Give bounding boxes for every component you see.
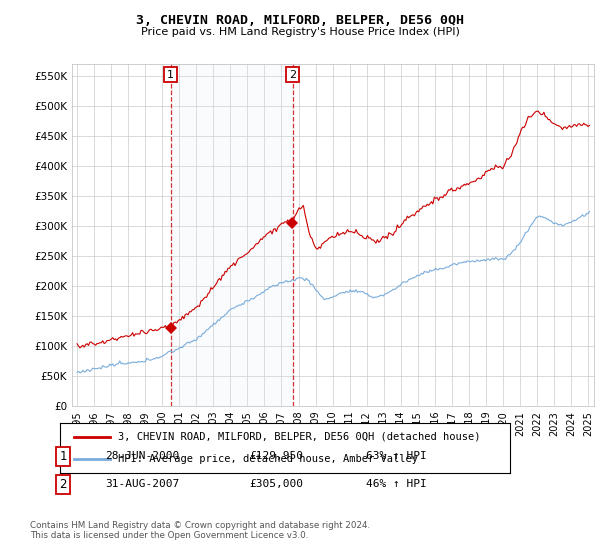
Text: 63% ↑ HPI: 63% ↑ HPI [366, 451, 427, 461]
Text: 2: 2 [289, 69, 296, 80]
Text: 31-AUG-2007: 31-AUG-2007 [105, 479, 179, 489]
Text: HPI: Average price, detached house, Amber Valley: HPI: Average price, detached house, Ambe… [119, 454, 419, 464]
Text: Contains HM Land Registry data © Crown copyright and database right 2024.
This d: Contains HM Land Registry data © Crown c… [30, 521, 370, 540]
Text: £305,000: £305,000 [249, 479, 303, 489]
Text: Price paid vs. HM Land Registry's House Price Index (HPI): Price paid vs. HM Land Registry's House … [140, 27, 460, 37]
Text: 1: 1 [167, 69, 174, 80]
Text: 3, CHEVIN ROAD, MILFORD, BELPER, DE56 0QH (detached house): 3, CHEVIN ROAD, MILFORD, BELPER, DE56 0Q… [119, 432, 481, 442]
Text: £129,950: £129,950 [249, 451, 303, 461]
Text: 46% ↑ HPI: 46% ↑ HPI [366, 479, 427, 489]
Text: 28-JUN-2000: 28-JUN-2000 [105, 451, 179, 461]
Text: 2: 2 [59, 478, 67, 491]
Text: 3, CHEVIN ROAD, MILFORD, BELPER, DE56 0QH: 3, CHEVIN ROAD, MILFORD, BELPER, DE56 0Q… [136, 14, 464, 27]
Bar [170, 64, 293, 406]
Text: 1: 1 [59, 450, 67, 463]
